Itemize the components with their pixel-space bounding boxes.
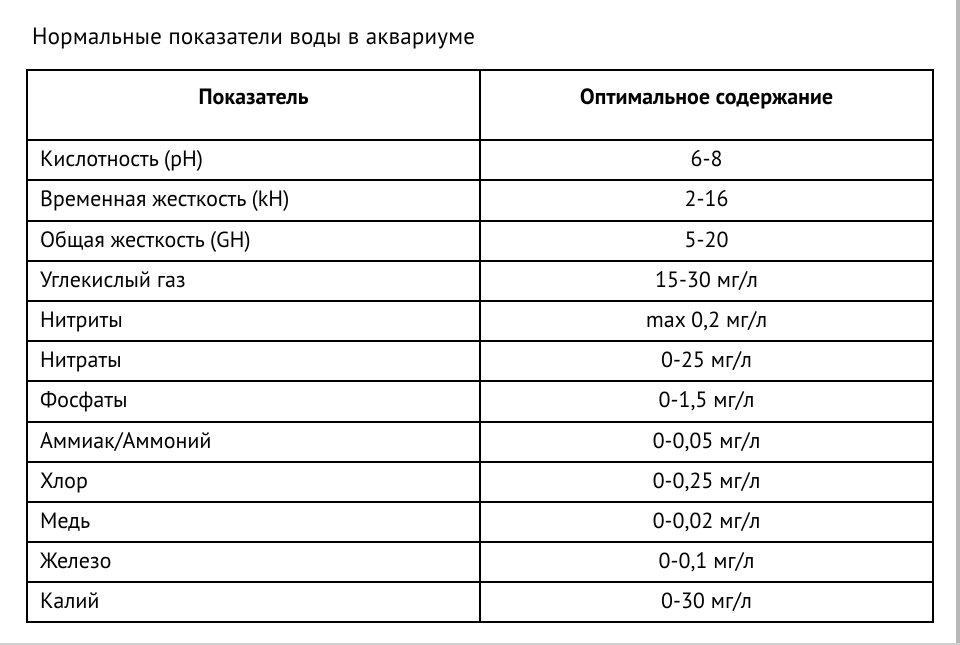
table-row: Временная жесткость (kH) 2-16 xyxy=(27,180,933,220)
param-value: 6-8 xyxy=(480,140,933,180)
param-name: Временная жесткость (kH) xyxy=(27,180,480,220)
param-name: Хлор xyxy=(27,462,480,502)
table-row: Углекислый газ 15-30 мг/л xyxy=(27,261,933,301)
param-value: 0-0,02 мг/л xyxy=(480,502,933,542)
param-name: Общая жесткость (GH) xyxy=(27,221,480,261)
column-header-value: Оптимальное содержание xyxy=(480,70,933,140)
column-header-name: Показатель xyxy=(27,70,480,140)
table-body: Кислотность (pH) 6-8 Временная жесткость… xyxy=(27,140,933,622)
param-name: Нитриты xyxy=(27,301,480,341)
param-name: Фосфаты xyxy=(27,381,480,421)
page-container: Нормальные показатели воды в аквариуме П… xyxy=(0,0,960,645)
table-row: Хлор 0-0,25 мг/л xyxy=(27,462,933,502)
table-row: Калий 0-30 мг/л xyxy=(27,582,933,622)
param-name: Калий xyxy=(27,582,480,622)
param-value: 0-0,1 мг/л xyxy=(480,542,933,582)
param-value: 2-16 xyxy=(480,180,933,220)
table-header: Показатель Оптимальное содержание xyxy=(27,70,933,140)
param-value: 5-20 xyxy=(480,221,933,261)
param-value: 0-25 мг/л xyxy=(480,341,933,381)
table-row: Кислотность (pH) 6-8 xyxy=(27,140,933,180)
parameters-table: Показатель Оптимальное содержание Кислот… xyxy=(26,69,934,623)
param-value: 0-30 мг/л xyxy=(480,582,933,622)
param-value: 0-1,5 мг/л xyxy=(480,381,933,421)
param-name: Кислотность (pH) xyxy=(27,140,480,180)
param-name: Железо xyxy=(27,542,480,582)
param-value: 0-0,05 мг/л xyxy=(480,422,933,462)
table-row: Нитраты 0-25 мг/л xyxy=(27,341,933,381)
table-header-row: Показатель Оптимальное содержание xyxy=(27,70,933,140)
param-value: 15-30 мг/л xyxy=(480,261,933,301)
param-name: Углекислый газ xyxy=(27,261,480,301)
table-row: Железо 0-0,1 мг/л xyxy=(27,542,933,582)
param-name: Аммиак/Аммоний xyxy=(27,422,480,462)
param-value: 0-0,25 мг/л xyxy=(480,462,933,502)
param-name: Медь xyxy=(27,502,480,542)
table-row: Нитриты max 0,2 мг/л xyxy=(27,301,933,341)
table-row: Общая жесткость (GH) 5-20 xyxy=(27,221,933,261)
table-row: Фосфаты 0-1,5 мг/л xyxy=(27,381,933,421)
param-name: Нитраты xyxy=(27,341,480,381)
page-title: Нормальные показатели воды в аквариуме xyxy=(32,22,934,51)
table-row: Медь 0-0,02 мг/л xyxy=(27,502,933,542)
param-value: max 0,2 мг/л xyxy=(480,301,933,341)
frame-edge-right xyxy=(956,0,960,645)
table-row: Аммиак/Аммоний 0-0,05 мг/л xyxy=(27,422,933,462)
